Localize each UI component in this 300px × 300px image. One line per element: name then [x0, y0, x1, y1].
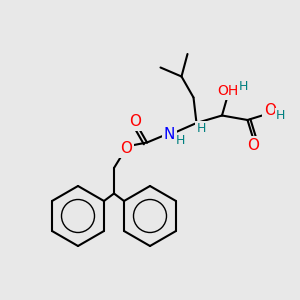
Text: H: H — [196, 122, 206, 136]
Text: H: H — [276, 109, 285, 122]
Text: O: O — [120, 141, 132, 156]
Text: H: H — [176, 134, 186, 148]
Text: O: O — [129, 114, 141, 129]
Text: O: O — [264, 103, 276, 118]
Text: OH: OH — [218, 85, 239, 98]
Text: O: O — [248, 138, 260, 153]
Text: H: H — [239, 80, 248, 94]
Text: N: N — [164, 128, 175, 142]
